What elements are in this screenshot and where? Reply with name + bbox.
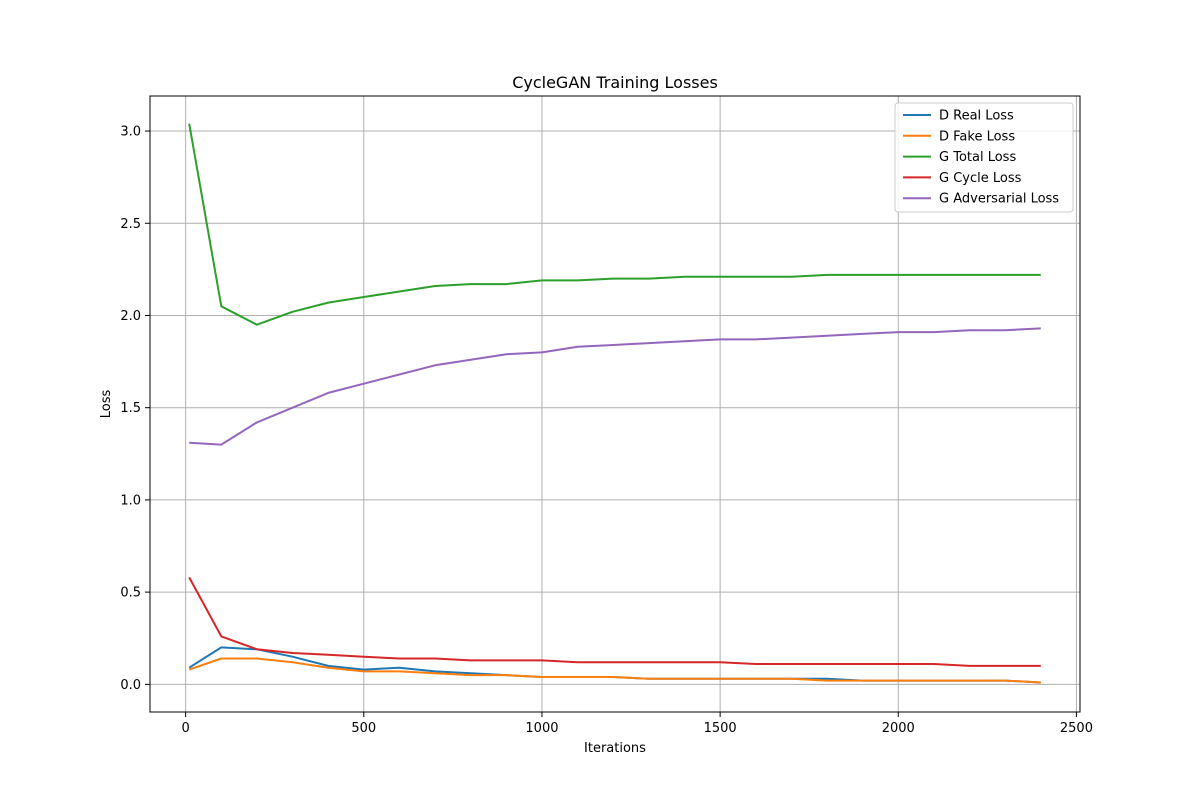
y-tick-label: 2.5 xyxy=(120,217,141,232)
legend: D Real Loss D Fake Loss G Total Loss G Cycl… xyxy=(894,102,1074,213)
x-tick-label: 500 xyxy=(351,721,376,736)
y-tick-label: 1.5 xyxy=(120,401,141,416)
x-tick-label: 1000 xyxy=(525,721,558,736)
x-axis-label: Iterations xyxy=(584,741,646,756)
series-lines xyxy=(188,123,1041,684)
y-tick-label: 3.0 xyxy=(120,125,141,140)
y-axis-label: Loss xyxy=(99,390,114,419)
series-line-1 xyxy=(188,657,1041,684)
x-tick-label: 1500 xyxy=(704,721,737,736)
series-line-2 xyxy=(188,123,1041,326)
x-axis-ticks: 0 500 1000 1500 2000 2500 xyxy=(181,712,1093,736)
x-tick-label: 2500 xyxy=(1060,721,1093,736)
series-line-4 xyxy=(189,327,1041,446)
x-tick-label: 2000 xyxy=(882,721,915,736)
legend-box xyxy=(894,102,1074,213)
chart-title: CycleGAN Training Losses xyxy=(512,73,718,92)
legend-entry: D Real Loss xyxy=(939,109,1014,124)
legend-entry: D Fake Loss xyxy=(939,129,1015,144)
y-axis-ticks: 0.0 0.5 1.0 1.5 2.0 2.5 3.0 xyxy=(120,125,150,693)
y-tick-label: 2.0 xyxy=(120,309,141,324)
plot-frame xyxy=(149,95,1081,713)
y-tick-label: 0.0 xyxy=(120,678,141,693)
legend-entry: G Cycle Loss xyxy=(939,171,1022,186)
y-tick-label: 1.0 xyxy=(120,493,141,508)
y-tick-label: 0.5 xyxy=(120,586,141,601)
legend-entry: G Adversarial Loss xyxy=(939,192,1059,207)
x-tick-label: 0 xyxy=(181,721,189,736)
legend-entry: G Total Loss xyxy=(939,150,1016,165)
series-line-3 xyxy=(188,576,1041,667)
